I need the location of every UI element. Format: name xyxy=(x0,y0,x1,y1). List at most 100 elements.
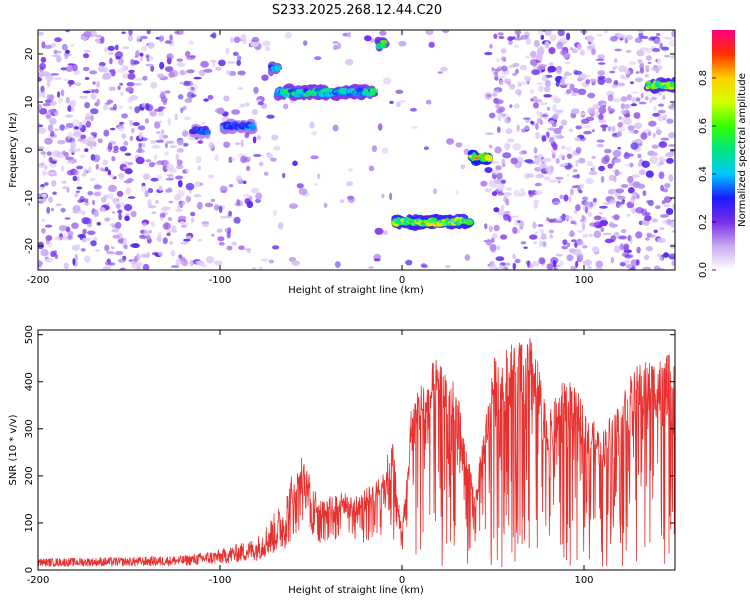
heatmap-speckle xyxy=(160,216,164,221)
heatmap-speckle xyxy=(175,175,184,180)
heatmap-speckle xyxy=(127,196,136,199)
heatmap-speckle xyxy=(645,47,653,54)
heatmap-speckle xyxy=(599,112,603,120)
heatmap-speckle xyxy=(102,265,112,270)
heatmap-speckle xyxy=(533,39,540,48)
heatmap-speckle xyxy=(291,260,301,266)
heatmap-speckle xyxy=(660,137,670,141)
heatmap-speckle xyxy=(134,55,138,58)
heatmap-speckle xyxy=(190,211,196,217)
heatmap-speckle xyxy=(52,42,56,48)
heatmap-speckle xyxy=(492,69,499,75)
heatmap-speckle xyxy=(332,124,339,132)
heatmap-speckle xyxy=(333,47,341,50)
heatmap-speckle xyxy=(247,250,251,254)
heatmap-speckle xyxy=(108,86,116,91)
heatmap-speckle xyxy=(197,238,203,242)
heatmap-speckle xyxy=(174,113,178,121)
heatmap-speckle xyxy=(121,113,128,119)
heatmap-speckle xyxy=(89,177,96,182)
heatmap-speckle xyxy=(107,142,113,151)
heatmap-speckle xyxy=(543,176,551,181)
heatmap-speckle xyxy=(50,73,60,76)
heatmap-speckle xyxy=(500,48,507,54)
heatmap-speckle xyxy=(652,132,656,139)
heatmap-speckle xyxy=(64,127,69,130)
heatmap-speckle xyxy=(99,167,104,172)
heatmap-speckle xyxy=(266,153,273,159)
heatmap-speckle xyxy=(570,47,574,51)
heatmap-speckle xyxy=(546,263,554,270)
heatmap-speckle xyxy=(128,30,133,36)
heatmap-speckle xyxy=(557,30,565,37)
heatmap-speckle xyxy=(101,207,106,213)
heatmap-speckle xyxy=(381,193,385,199)
snr-series-line xyxy=(38,338,675,568)
heatmap-speckle xyxy=(140,254,148,258)
heatmap-speckle xyxy=(527,260,530,268)
heatmap-speckle xyxy=(638,143,643,146)
heatmap-speckle xyxy=(559,125,564,130)
heatmap-speckle xyxy=(44,257,53,263)
heatmap-speckle xyxy=(174,30,180,35)
heatmap-speckle xyxy=(43,182,49,186)
heatmap-speckle xyxy=(656,253,662,257)
heatmap-speckle xyxy=(504,118,511,124)
heatmap-speckle xyxy=(627,175,634,184)
heatmap-speckle xyxy=(195,156,202,164)
heatmap-speckle xyxy=(66,161,72,164)
heatmap-speckle xyxy=(541,135,547,142)
heatmap-speckle xyxy=(659,158,667,162)
heatmap-speckle xyxy=(256,135,262,140)
heatmap-speckle xyxy=(654,205,661,210)
heatmap-speckle xyxy=(347,31,351,38)
heatmap-speckle xyxy=(122,46,130,50)
heatmap-speckle xyxy=(536,82,544,85)
heatmap-speckle xyxy=(183,116,192,121)
heatmap-speckle xyxy=(119,267,126,270)
heatmap-speckle xyxy=(103,194,109,199)
heatmap-speckle xyxy=(640,92,644,99)
heatmap-speckle xyxy=(505,187,513,191)
heatmap-speckle xyxy=(168,71,175,78)
heatmap-speckle xyxy=(40,151,46,155)
heatmap-speckle xyxy=(623,259,630,264)
heatmap-speckle xyxy=(604,30,608,34)
heatmap-speckle xyxy=(611,84,618,88)
heatmap-speckle xyxy=(658,91,663,96)
heatmap-speckle xyxy=(519,65,527,71)
heatmap-speckle xyxy=(75,190,80,194)
heatmap-speckle xyxy=(57,97,63,104)
heatmap-speckle xyxy=(498,264,504,270)
heatmap-speckle xyxy=(558,132,562,137)
heatmap-speckle xyxy=(514,258,521,264)
heatmap-speckle xyxy=(127,97,134,103)
heatmap-speckle xyxy=(115,203,121,209)
y-tick-label: 20 xyxy=(24,48,35,61)
heatmap-speckle xyxy=(41,91,46,98)
heatmap-speckle xyxy=(649,36,656,41)
heatmap-speckle xyxy=(132,122,140,126)
heatmap-speckle xyxy=(117,258,126,263)
heatmap-speckle xyxy=(577,229,584,234)
heatmap-speckle xyxy=(38,103,42,111)
heatmap-speckle xyxy=(67,79,75,85)
heatmap-speckle xyxy=(587,265,592,270)
heatmap-speckle xyxy=(89,144,94,150)
heatmap-speckle xyxy=(60,89,65,97)
heatmap-speckle xyxy=(569,83,575,91)
heatmap-speckle xyxy=(91,89,95,94)
heatmap-speckle xyxy=(671,259,675,267)
heatmap-speckle xyxy=(499,75,506,78)
heatmap-speckle xyxy=(112,211,116,214)
heatmap-speckle xyxy=(152,252,160,256)
heatmap-speckle xyxy=(455,142,463,148)
heatmap-speckle xyxy=(102,159,109,166)
heatmap-speckle xyxy=(651,47,661,53)
heatmap-speckle xyxy=(498,106,506,113)
heatmap-speckle xyxy=(149,162,155,168)
heatmap-speckle xyxy=(217,107,225,115)
heatmap-speckle xyxy=(77,234,85,238)
heatmap-speckle xyxy=(111,228,120,233)
heatmap-speckle xyxy=(150,65,155,72)
